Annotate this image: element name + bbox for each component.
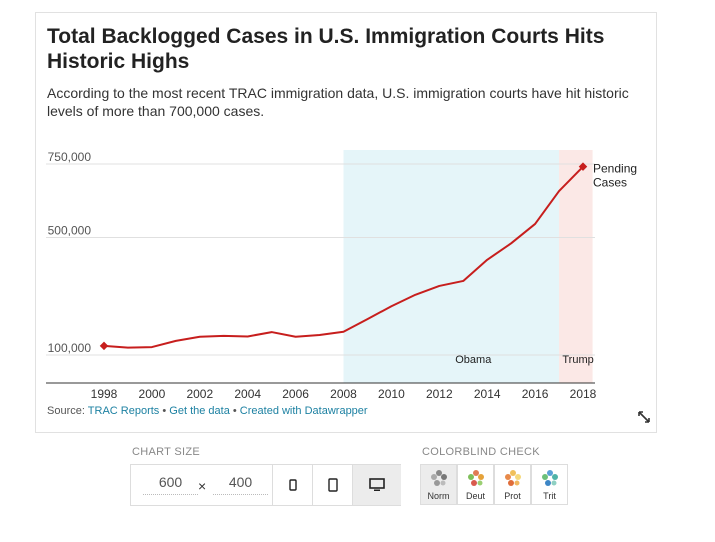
deut-palette-icon [468,470,484,486]
series-end-label: Pending [593,162,637,176]
chart-size-control: 600 × 400 [130,464,401,506]
norm-palette-icon [431,470,447,486]
start-marker [99,341,109,351]
x-tick-label: 2006 [282,387,309,401]
prot-palette-icon [505,470,521,486]
get-data-link[interactable]: Get the data [169,405,230,417]
x-tick-label: 2004 [234,387,261,401]
colorblind-trit-button[interactable]: Trit [531,464,568,505]
x-tick-label: 2002 [186,387,213,401]
x-tick-label: 2018 [570,387,597,401]
x-tick-label: 2014 [474,387,501,401]
range-label-obama: Obama [455,354,492,366]
desktop-icon [369,478,385,491]
y-tick-label: 500,000 [48,223,92,237]
chart-size-label: CHART SIZE [132,446,200,458]
y-tick-label: 750,000 [48,150,92,164]
colorblind-norm-button[interactable]: Norm [420,464,457,505]
line-chart: 100,000 500,000 750,000 1998 2000 2002 2004 20… [46,150,637,401]
resize-handle-icon[interactable] [638,411,650,426]
desktop-button[interactable] [352,465,401,505]
x-tick-label: 2008 [330,387,357,401]
width-input[interactable]: 600 [143,474,198,495]
times-sign: × [198,478,207,494]
deut-label: Deut [465,491,485,501]
x-tick-label: 2012 [426,387,453,401]
trit-palette-icon [542,470,558,486]
colorblind-prot-button[interactable]: Prot [494,464,531,505]
x-tick-label: 2010 [378,387,405,401]
x-axis-labels: 1998 2000 2002 2004 2006 2008 2010 2012 2014 2016… [91,387,597,401]
norm-label: Norm [427,491,450,501]
chart-description: According to the most recent TRAC immigr… [47,85,629,119]
source-line: Source: TRAC Reports • Get the data • Cr… [47,405,368,417]
height-input[interactable]: 400 [213,474,268,495]
y-tick-label: 100,000 [48,341,92,355]
trit-label: Trit [543,491,556,501]
source-prefix: Source: [47,405,88,417]
x-tick-label: 2016 [522,387,549,401]
y-axis-labels: 100,000 500,000 750,000 [48,150,92,355]
mobile-large-button[interactable] [312,465,352,505]
range-band-trump [559,150,593,383]
separator-1: • [159,405,170,417]
range-band-obama [343,150,560,383]
datawrapper-link[interactable]: Created with Datawrapper [239,405,368,417]
phone-small-icon [288,479,297,491]
chart-card: Total Backlogged Cases in U.S. Immigrati… [35,12,657,433]
prot-label: Prot [504,491,521,501]
x-tick-label: 1998 [91,387,118,401]
phone-large-icon [327,478,338,492]
colorblind-deut-button[interactable]: Deut [457,464,494,505]
grid-lines [46,163,595,384]
series-end-label: Cases [593,176,627,190]
source-link[interactable]: TRAC Reports [87,405,160,417]
chart-title: Total Backlogged Cases in U.S. Immigrati… [47,25,605,73]
range-bands [343,150,593,383]
separator-2: • [229,405,240,417]
range-label-trump: Trump [562,354,593,366]
colorblind-label: COLORBLIND CHECK [422,446,540,458]
mobile-small-button[interactable] [272,465,312,505]
x-tick-label: 2000 [139,387,166,401]
